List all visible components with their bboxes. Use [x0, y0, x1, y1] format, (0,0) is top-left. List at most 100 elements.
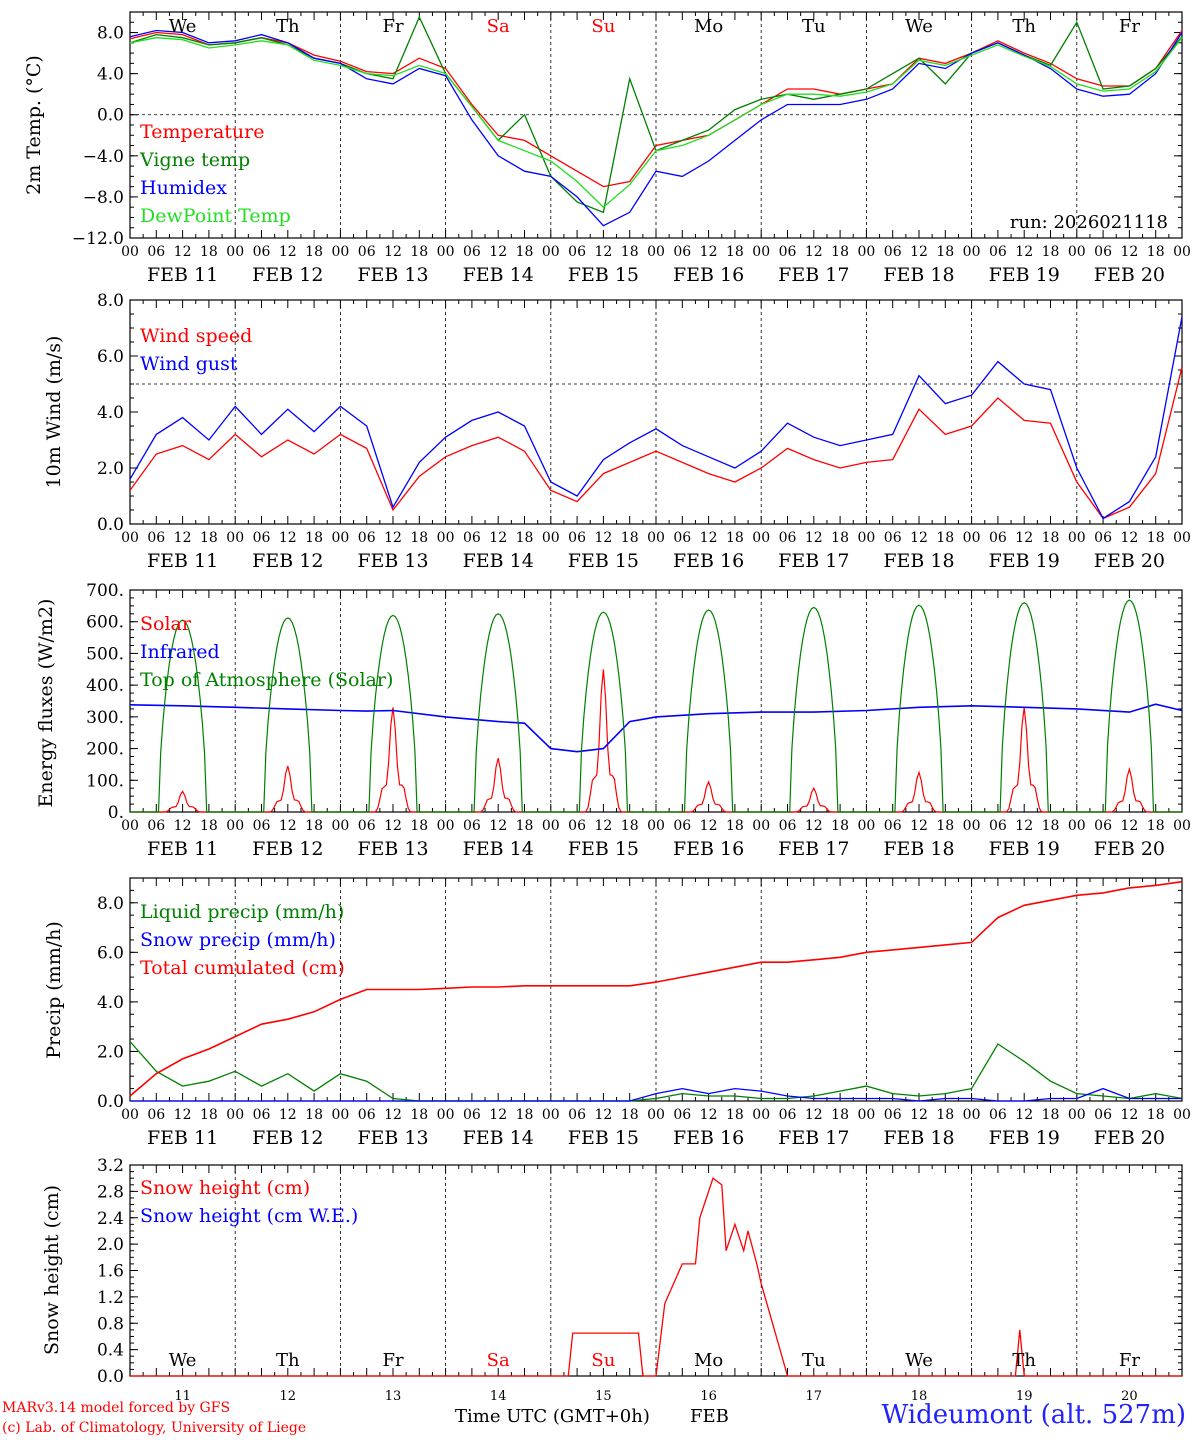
day-name: Su — [591, 1350, 615, 1371]
hour-label: 18 — [621, 530, 639, 546]
y-tick-label: 700. — [86, 581, 124, 601]
model-credit: MARv3.14 model forced by GFS — [2, 1400, 231, 1416]
date-label: FEB 14 — [463, 550, 534, 572]
hour-label: 18 — [621, 818, 639, 834]
date-label: FEB 20 — [1094, 264, 1165, 286]
day-name: Fr — [382, 1350, 403, 1371]
day-name: Fr — [1119, 16, 1140, 37]
hour-label: 12 — [384, 244, 402, 260]
hour-label: 18 — [936, 1107, 954, 1123]
hour-label: 00 — [542, 1107, 560, 1123]
hour-label: 00 — [963, 818, 981, 834]
hour-label: 00 — [1173, 244, 1191, 260]
date-label: FEB 13 — [357, 264, 428, 286]
day-name: Mo — [694, 16, 723, 37]
hour-label: 00 — [542, 818, 560, 834]
hour-label: 00 — [226, 818, 244, 834]
day-name: Th — [1012, 1350, 1036, 1371]
hour-label: 00 — [752, 244, 770, 260]
y-tick-label: 4.0 — [97, 993, 124, 1013]
hour-label: 12 — [489, 244, 507, 260]
day-number: 18 — [911, 1389, 928, 1404]
hour-label: 18 — [726, 818, 744, 834]
y-tick-label: 1.6 — [97, 1262, 124, 1282]
y-tick-label: 2.0 — [97, 459, 124, 479]
date-label: FEB 17 — [778, 838, 849, 860]
hour-label: 06 — [147, 530, 165, 546]
hour-label: 00 — [331, 1107, 349, 1123]
hour-label: 06 — [779, 530, 797, 546]
hour-label: 12 — [910, 818, 928, 834]
hour-label: 12 — [489, 818, 507, 834]
y-axis-label: Energy fluxes (W/m2) — [35, 599, 57, 808]
day-name: Fr — [1119, 1350, 1140, 1371]
hour-label: 12 — [594, 818, 612, 834]
hour-label: 12 — [489, 530, 507, 546]
hour-label: 06 — [673, 530, 691, 546]
hour-label: 18 — [410, 530, 428, 546]
hour-label: 18 — [305, 530, 323, 546]
hour-label: 12 — [805, 530, 823, 546]
hour-label: 00 — [857, 244, 875, 260]
hour-label: 06 — [253, 818, 271, 834]
hour-label: 00 — [437, 1107, 455, 1123]
day-name: Fr — [382, 16, 403, 37]
hour-label: 00 — [647, 244, 665, 260]
hour-label: 12 — [805, 1107, 823, 1123]
y-axis-label: 10m Wind (m/s) — [43, 336, 65, 489]
y-tick-label: 8.0 — [97, 24, 124, 44]
hour-label: 12 — [174, 818, 192, 834]
y-tick-label: 0.8 — [97, 1314, 124, 1334]
hour-label: 06 — [463, 1107, 481, 1123]
hour-label: 00 — [1068, 530, 1086, 546]
hour-label: 00 — [647, 1107, 665, 1123]
date-label: FEB 19 — [989, 264, 1060, 286]
hour-label: 00 — [542, 244, 560, 260]
legend-entry: Vigne temp — [139, 149, 250, 171]
hour-label: 06 — [568, 244, 586, 260]
hour-label: 00 — [121, 530, 139, 546]
hour-label: 00 — [331, 818, 349, 834]
hour-label: 12 — [489, 1107, 507, 1123]
day-name: We — [905, 1350, 933, 1371]
hour-label: 18 — [410, 244, 428, 260]
hour-label: 06 — [779, 818, 797, 834]
y-tick-label: 8.0 — [97, 894, 124, 914]
hour-label: 18 — [516, 1107, 534, 1123]
hour-label: 00 — [963, 1107, 981, 1123]
date-label: FEB 18 — [883, 838, 954, 860]
hour-label: 06 — [884, 244, 902, 260]
hour-label: 18 — [1042, 530, 1060, 546]
y-tick-label: 8.0 — [97, 291, 124, 311]
date-label: FEB 15 — [568, 264, 639, 286]
date-label: FEB 15 — [568, 838, 639, 860]
series-line — [130, 1177, 1182, 1377]
hour-label: 12 — [1120, 818, 1138, 834]
day-name: We — [169, 16, 197, 37]
hour-label: 06 — [989, 244, 1007, 260]
day-number: 15 — [595, 1389, 612, 1404]
date-label: FEB 13 — [357, 838, 428, 860]
series-line — [129, 29, 1183, 227]
date-label: FEB 19 — [989, 838, 1060, 860]
hour-label: 12 — [1120, 244, 1138, 260]
hour-label: 12 — [279, 530, 297, 546]
y-tick-label: 6.0 — [97, 347, 124, 367]
hour-label: 12 — [279, 818, 297, 834]
hour-label: 06 — [673, 818, 691, 834]
hour-label: 18 — [1042, 244, 1060, 260]
hour-label: 00 — [121, 244, 139, 260]
month-label: FEB — [690, 1406, 729, 1427]
hour-label: 12 — [174, 244, 192, 260]
date-label: FEB 16 — [673, 264, 744, 286]
hour-label: 06 — [884, 530, 902, 546]
hour-label: 06 — [884, 1107, 902, 1123]
hour-label: 18 — [621, 244, 639, 260]
hour-label: 12 — [805, 818, 823, 834]
hour-label: 06 — [253, 244, 271, 260]
run-label: run: 2026021118 — [1010, 212, 1168, 233]
date-label: FEB 17 — [778, 264, 849, 286]
hour-label: 18 — [410, 818, 428, 834]
hour-label: 12 — [279, 1107, 297, 1123]
hour-label: 18 — [410, 1107, 428, 1123]
